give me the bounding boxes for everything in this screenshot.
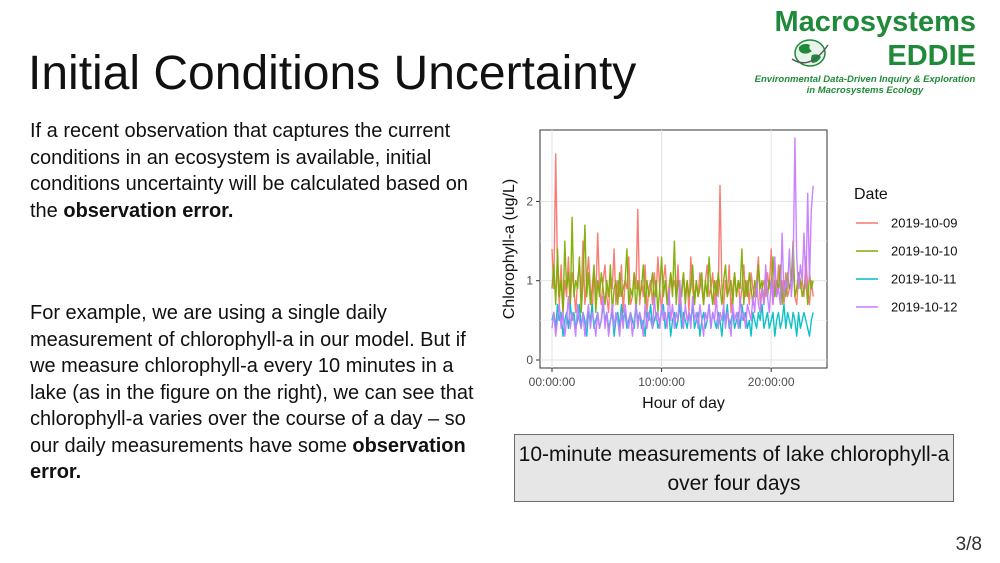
macrosystems-eddie-logo: Macrosystems EDDIE Environmental Data-Dr… xyxy=(750,4,980,96)
chlorophyll-chart: 0 1 2 00:00:00 10:00:00 20:00:00 Hour of day Ch… xyxy=(492,118,982,428)
paragraph-intro: If a recent observation that captures th… xyxy=(30,118,480,224)
legend-label: 2019-10-09 xyxy=(891,216,958,231)
paragraph-intro-text: If a recent observation that captures th… xyxy=(30,120,469,222)
legend-title: Date xyxy=(854,186,888,203)
x-tick-label: 20:00:00 xyxy=(748,375,795,389)
y-tick-label: 0 xyxy=(526,353,533,367)
chart-svg: 0 1 2 00:00:00 10:00:00 20:00:00 Hour of day Ch… xyxy=(501,129,958,412)
globe-icon xyxy=(791,39,829,67)
logo-title: Macrosystems xyxy=(774,6,977,38)
paragraph-intro-emphasis: observation error. xyxy=(63,199,234,222)
legend-label: 2019-10-10 xyxy=(891,244,958,259)
x-axis-label: Hour of day xyxy=(642,395,725,412)
logo-tagline: Environmental Data-Driven Inquiry & Expl… xyxy=(752,74,978,96)
series-line-2019-10-10 xyxy=(551,216,814,314)
x-tick-label: 00:00:00 xyxy=(529,375,576,389)
logo-subtitle: EDDIE xyxy=(887,40,976,72)
figure-caption: 10-minute measurements of lake chlorophy… xyxy=(514,434,954,502)
legend-label: 2019-10-11 xyxy=(891,272,957,287)
slide-title: Initial Conditions Uncertainty xyxy=(28,47,637,100)
logo-tagline-line2: in Macrosystems Ecology xyxy=(806,85,924,96)
page-number: 3/8 xyxy=(955,534,982,555)
paragraph-example: For example, we are using a single daily… xyxy=(30,300,480,486)
y-tick-label: 2 xyxy=(526,194,533,208)
x-tick-label: 10:00:00 xyxy=(638,375,685,389)
paragraph-example-emphasis: observation error. xyxy=(30,434,466,484)
y-tick-label: 1 xyxy=(526,274,533,288)
logo-tagline-line1: Environmental Data-Driven Inquiry & Expl… xyxy=(754,74,976,85)
paragraph-example-text: For example, we are using a single daily… xyxy=(30,302,474,457)
series-line-2019-10-12 xyxy=(551,137,814,337)
y-axis-label: Chlorophyll-a (ug/L) xyxy=(501,179,518,320)
legend-label: 2019-10-12 xyxy=(891,300,958,315)
